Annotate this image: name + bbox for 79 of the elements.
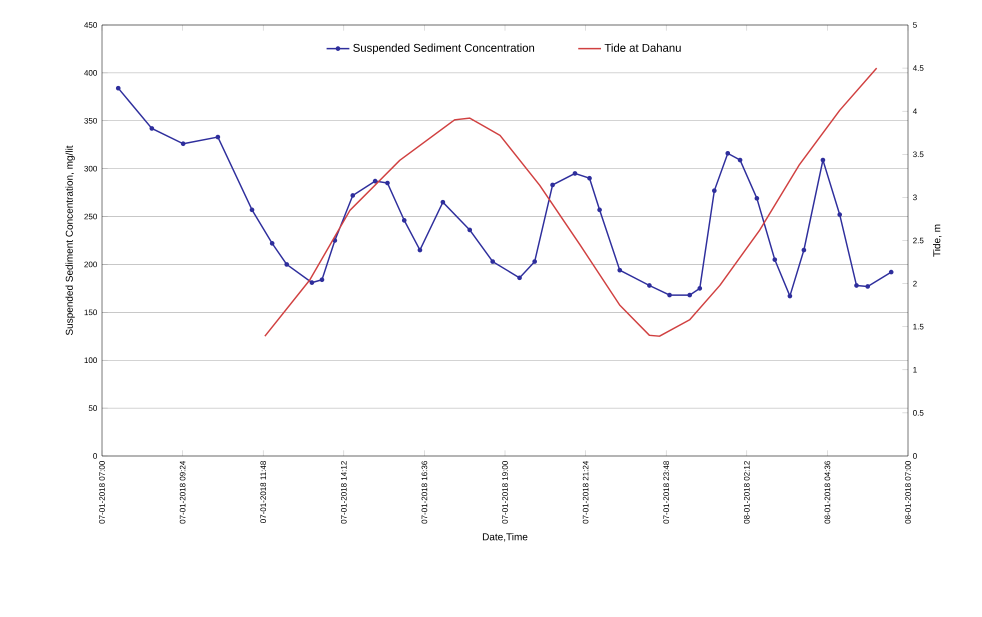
y2-tick-label: 2.5 [913,238,924,244]
point [467,228,472,232]
y2-tick-label: 2 [913,280,917,286]
x-tick-label: 07-01-2018 19:00 [502,461,508,524]
y-tick-label: 0 [93,453,97,459]
y-tick-label: 200 [84,262,97,268]
point [802,248,806,252]
point [418,248,422,252]
point [180,141,186,146]
y-tick-label: 300 [84,166,97,172]
point [888,270,894,274]
point [697,286,702,291]
x-axis-title: Date,Time [482,533,528,542]
y2-tick-label: 4 [912,108,917,114]
x-tick-label: 07-01-2018 07:00 [99,461,105,524]
point [865,284,870,289]
point [788,294,792,298]
point [712,188,717,194]
point [820,158,826,162]
y2-tick-label: 1.5 [913,324,924,330]
x-tick-label: 08-01-2018 04:36 [824,461,830,524]
y-tick-label: 400 [84,70,97,76]
point [270,241,274,246]
point [617,268,622,273]
point [250,208,254,212]
x-tick-label: 07-01-2018 09:24 [180,460,186,524]
y2-axis-title: Tide, m [932,224,942,257]
point [647,283,652,288]
point [772,257,778,262]
y2-tick-label: 1 [913,367,917,373]
y2-tick-label: 3 [913,194,917,200]
y-tick-label: 350 [84,118,97,124]
x-tick-label: 07-01-2018 11:48 [260,461,266,523]
point [837,212,842,217]
point [587,176,592,181]
y-tick-label: 50 [88,405,97,411]
legend-label: Tide at Dahanu [604,44,681,52]
point [116,86,121,91]
y2-tick-label: 3.5 [913,151,924,158]
point [332,238,338,243]
y-tick-label: 450 [84,22,97,28]
y2-tick-label: 0 [913,453,917,459]
y2-tick-label: 5 [913,22,917,28]
point [216,134,220,140]
y-tick-label: 150 [84,309,97,316]
y-tick-label: 250 [84,214,97,220]
y2-tick-label: 4.5 [912,65,924,71]
point [385,180,390,186]
y-tick-label: 100 [84,357,97,364]
x-tick-label: 07-01-2018 21:24 [582,460,588,524]
line-series [264,67,878,337]
point [320,277,324,282]
x-tick-label: 07-01-2018 16:36 [422,461,428,524]
point [517,276,522,280]
x-tick-label: 08-01-2018 02:12 [744,461,750,524]
point [854,283,859,288]
point [284,262,290,267]
x-tick-label: 07-01-2018 14:12 [340,461,347,524]
point [738,158,742,162]
point [597,208,602,212]
point [550,182,555,188]
point [310,280,314,285]
point [440,200,446,205]
x-tick-label: 08-01-2018 07:00 [905,461,911,524]
y-axis-title: Suspended Sediment Concentration, mg/lit [65,146,75,336]
legend-label: Suspended Sediment Concentration [353,44,534,54]
point [754,196,760,201]
point [149,126,154,131]
point [532,259,537,264]
y2-tick-label: 0.5 [913,410,924,416]
point [687,292,692,298]
point [490,259,496,264]
point [572,171,578,176]
point [725,151,730,156]
point [372,178,378,184]
point [402,218,407,223]
point [350,193,356,198]
point [667,292,672,298]
x-tick-label: 07-01-2018 23:48 [663,461,670,524]
